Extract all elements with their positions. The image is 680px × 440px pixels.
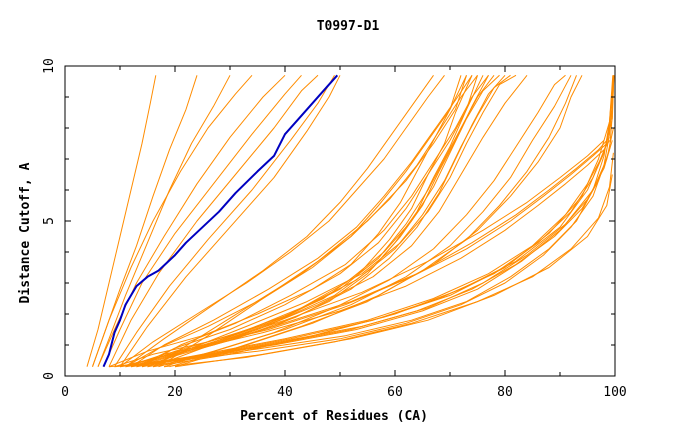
- series-line: [108, 74, 319, 367]
- tick-label: 0: [42, 372, 57, 380]
- series-line: [147, 74, 511, 368]
- tick-label: 40: [277, 385, 293, 400]
- tick-layer: 0 20 40 60 80 100 0 5 10: [42, 58, 627, 400]
- tick-label: 60: [387, 385, 403, 400]
- series-line: [141, 74, 489, 368]
- series-line: [114, 75, 335, 367]
- series-line: [103, 74, 302, 367]
- series-line: [136, 75, 484, 368]
- series-line: [174, 75, 583, 368]
- series-line: [86, 75, 157, 367]
- series-line: [174, 174, 613, 368]
- tick-label: 100: [603, 385, 626, 400]
- series-line: [125, 140, 613, 368]
- series-line: [119, 140, 610, 368]
- series-line: [125, 143, 608, 368]
- series-layer: [86, 74, 615, 368]
- series-line: [130, 75, 473, 368]
- tick-label: 20: [167, 385, 183, 400]
- series-line: [152, 74, 528, 368]
- tick-label: 5: [42, 217, 57, 225]
- series-line: [125, 75, 489, 368]
- series-line: [97, 74, 286, 367]
- highlight-series-line: [102, 74, 339, 368]
- series-line: [136, 74, 500, 368]
- series-line: [147, 74, 517, 368]
- tick-label: 80: [497, 385, 513, 400]
- series-line: [152, 112, 613, 368]
- series-line: [125, 75, 434, 368]
- series-line: [130, 127, 614, 368]
- plot-frame: [64, 65, 616, 377]
- series-line: [163, 75, 572, 368]
- series-line: [119, 75, 341, 367]
- series-line: [136, 140, 605, 368]
- x-axis-label: Percent of Residues (CA): [240, 409, 428, 424]
- series-line: [130, 136, 610, 368]
- series-line: [114, 75, 614, 368]
- series-line: [108, 75, 614, 368]
- series-line: [119, 74, 445, 368]
- tick-label: 10: [42, 58, 57, 74]
- series-line: [158, 75, 467, 368]
- chart-title: T0997-D1: [317, 19, 380, 34]
- series-line: [141, 75, 615, 368]
- tick-label: 0: [61, 385, 69, 400]
- series-line: [92, 74, 253, 367]
- series-line: [97, 75, 231, 367]
- y-axis-label: Distance Cutoff, A: [18, 162, 33, 303]
